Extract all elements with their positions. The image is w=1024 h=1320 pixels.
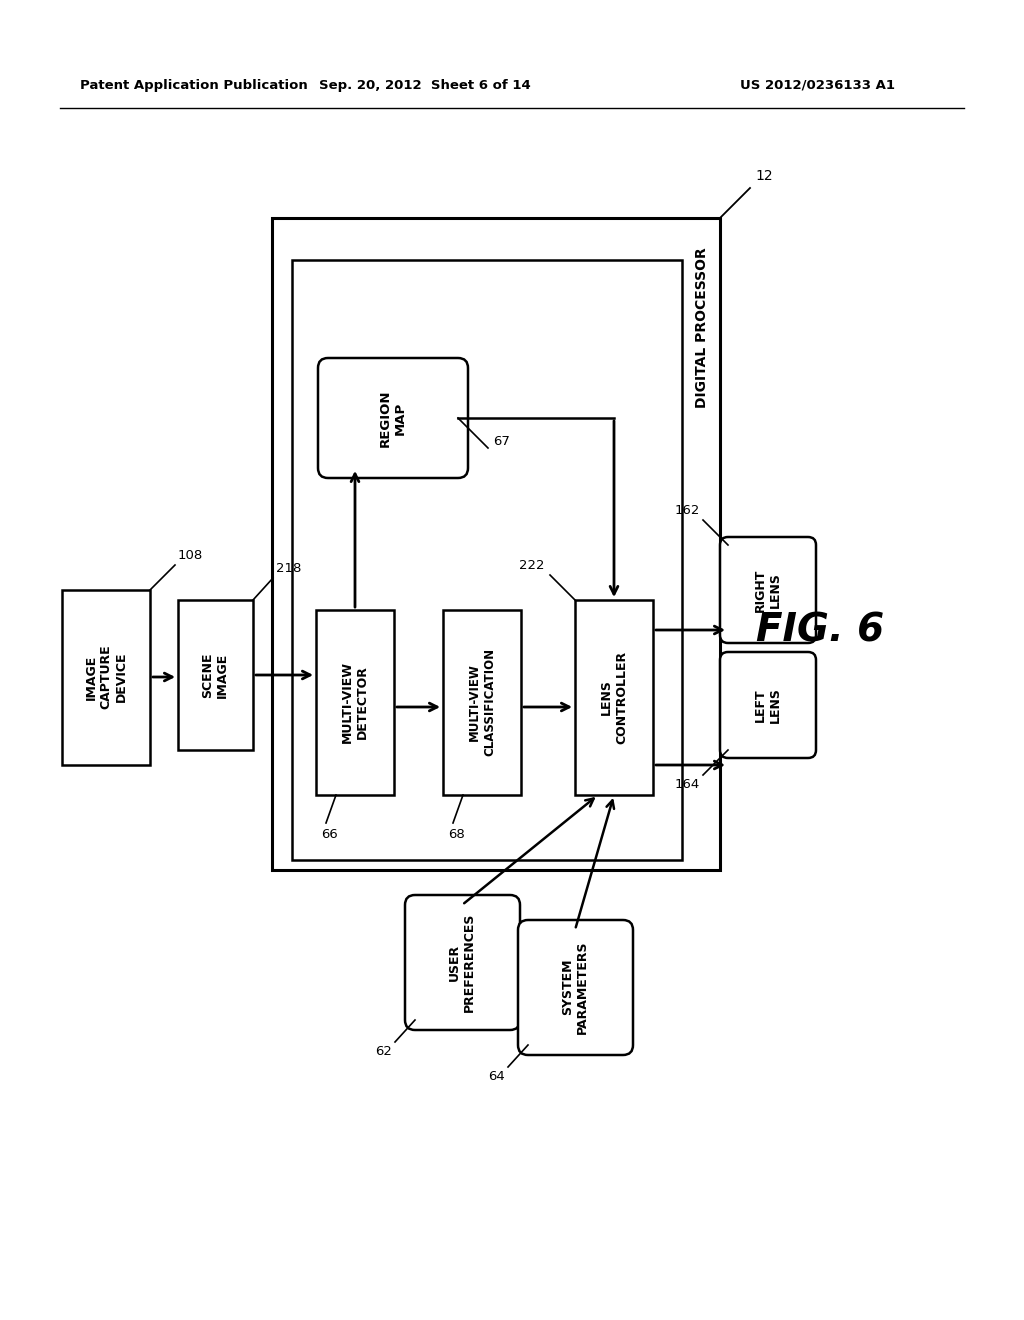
Text: 222: 222 xyxy=(519,558,545,572)
Text: Sep. 20, 2012  Sheet 6 of 14: Sep. 20, 2012 Sheet 6 of 14 xyxy=(319,78,530,91)
Text: 108: 108 xyxy=(178,549,203,562)
Text: RIGHT
LENS: RIGHT LENS xyxy=(754,569,782,611)
Text: MULTI-VIEW
DETECTOR: MULTI-VIEW DETECTOR xyxy=(341,661,369,743)
FancyBboxPatch shape xyxy=(720,652,816,758)
Text: 164: 164 xyxy=(675,777,700,791)
FancyBboxPatch shape xyxy=(518,920,633,1055)
Text: LEFT
LENS: LEFT LENS xyxy=(754,688,782,723)
Text: IMAGE
CAPTURE
DEVICE: IMAGE CAPTURE DEVICE xyxy=(85,644,128,709)
Text: REGION
MAP: REGION MAP xyxy=(379,389,407,446)
Text: 68: 68 xyxy=(449,828,465,841)
Text: 62: 62 xyxy=(375,1045,392,1059)
Bar xyxy=(316,610,394,795)
Text: 66: 66 xyxy=(321,828,338,841)
Text: 64: 64 xyxy=(488,1071,505,1082)
Text: SCENE
IMAGE: SCENE IMAGE xyxy=(201,652,229,698)
Text: MULTI-VIEW
CLASSIFICATION: MULTI-VIEW CLASSIFICATION xyxy=(468,648,496,756)
Text: FIG. 6: FIG. 6 xyxy=(756,611,884,649)
Bar xyxy=(178,601,253,750)
Text: 12: 12 xyxy=(755,169,773,183)
FancyBboxPatch shape xyxy=(720,537,816,643)
Text: 218: 218 xyxy=(276,562,301,576)
Text: Patent Application Publication: Patent Application Publication xyxy=(80,78,308,91)
Bar xyxy=(575,601,653,795)
Text: DIGITAL PROCESSOR: DIGITAL PROCESSOR xyxy=(695,248,709,408)
Bar xyxy=(292,260,682,861)
Bar xyxy=(272,218,720,870)
Text: LENS
CONTROLLER: LENS CONTROLLER xyxy=(600,651,628,743)
Text: SYSTEM
PARAMETERS: SYSTEM PARAMETERS xyxy=(561,940,589,1034)
Text: USER
PREFERENCES: USER PREFERENCES xyxy=(449,912,476,1011)
Text: US 2012/0236133 A1: US 2012/0236133 A1 xyxy=(740,78,895,91)
Bar xyxy=(62,590,150,766)
FancyBboxPatch shape xyxy=(318,358,468,478)
FancyBboxPatch shape xyxy=(406,895,520,1030)
Bar xyxy=(443,610,521,795)
Text: 162: 162 xyxy=(675,504,700,517)
Text: 67: 67 xyxy=(493,436,510,447)
